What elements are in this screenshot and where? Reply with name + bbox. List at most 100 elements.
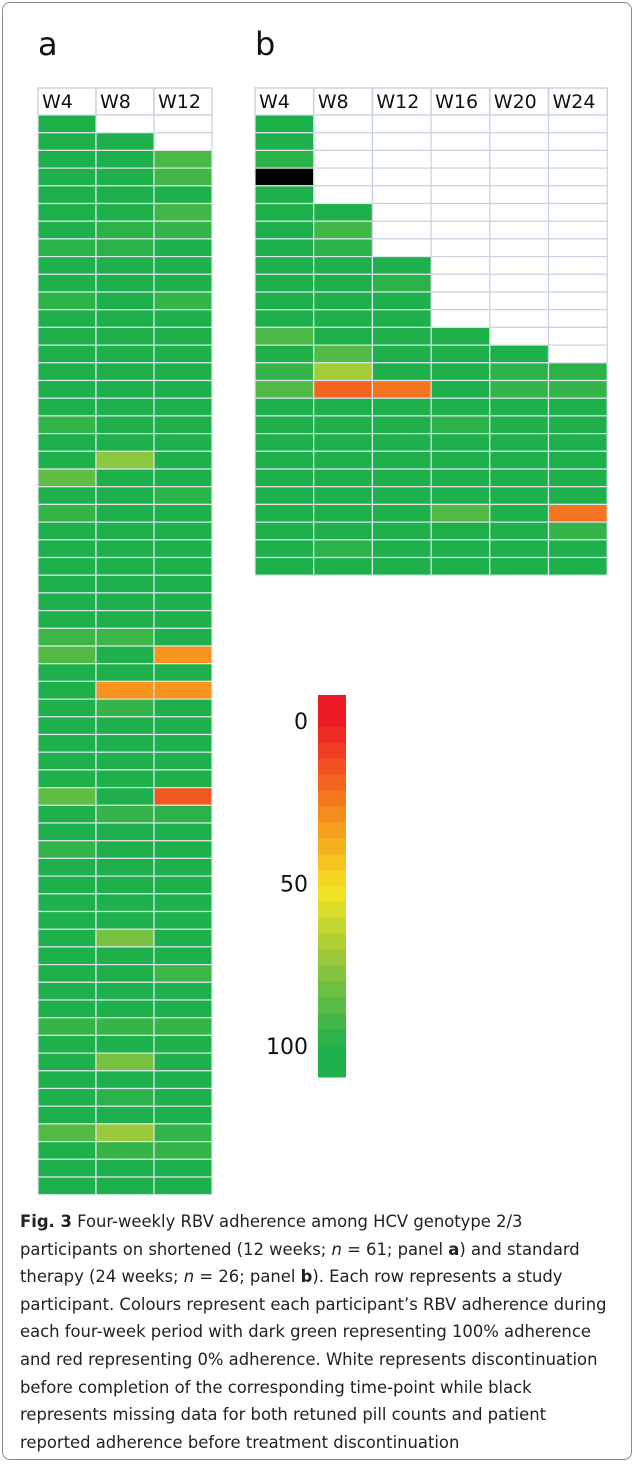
heat-cell — [153, 645, 213, 665]
caption-text: a — [448, 1239, 460, 1259]
empty-cell — [489, 309, 550, 329]
empty-cell — [547, 291, 608, 311]
heat-cell — [153, 167, 213, 187]
heat-cell — [37, 238, 97, 258]
heat-cell — [153, 326, 213, 346]
heat-cell — [95, 733, 155, 753]
heat-cell — [95, 397, 155, 417]
heat-cell — [153, 946, 213, 966]
heat-cell — [371, 415, 432, 435]
empty-cell — [489, 273, 550, 293]
heat-cell — [95, 910, 155, 930]
empty-cell — [430, 291, 491, 311]
heat-cell — [371, 256, 432, 275]
heat-cell — [37, 1158, 97, 1178]
caption-text: = 26; panel — [194, 1267, 301, 1287]
heat-cell — [153, 521, 213, 541]
heat-cell — [547, 521, 608, 541]
heat-cell — [95, 486, 155, 506]
heat-cell — [37, 574, 97, 594]
heat-cell — [371, 433, 432, 452]
heat-cell — [37, 698, 97, 718]
heat-cell — [153, 309, 213, 329]
column-label: W4 — [259, 91, 290, 113]
heat-cell — [95, 946, 155, 966]
heat-cell — [153, 1176, 213, 1196]
heat-cell — [95, 362, 155, 382]
heat-cell — [153, 486, 213, 506]
empty-cell — [430, 132, 491, 151]
heat-cell — [37, 362, 97, 382]
heat-cell — [153, 291, 213, 311]
empty-cell — [489, 132, 550, 151]
heat-cell — [95, 1176, 155, 1196]
heat-cell — [95, 273, 155, 293]
heat-cell — [489, 539, 550, 559]
empty-cell — [547, 185, 608, 205]
header-cell — [153, 87, 213, 116]
colorbar-step — [318, 870, 346, 887]
heat-cell — [313, 397, 374, 417]
empty-cell — [371, 167, 432, 187]
empty-cell — [430, 185, 491, 205]
heat-cell — [153, 751, 213, 771]
heat-cell — [547, 503, 608, 523]
heat-cell — [95, 751, 155, 771]
colorbar-step — [318, 710, 346, 728]
heat-cell — [153, 238, 213, 258]
heat-cell — [37, 609, 97, 629]
heat-cell — [95, 1070, 155, 1090]
heat-cell — [95, 786, 155, 806]
caption-text: n — [331, 1239, 342, 1259]
heat-cell — [95, 1123, 155, 1143]
heat-cell — [37, 928, 97, 948]
caption-text: = 61; panel — [341, 1239, 449, 1259]
heat-cell — [313, 326, 374, 346]
header-cell — [430, 87, 491, 116]
heat-cell — [547, 397, 608, 417]
heat-cell — [254, 273, 315, 293]
caption-text: ). Each row represents a study participa… — [20, 1267, 607, 1452]
empty-cell — [371, 220, 432, 240]
heat-cell — [153, 1140, 213, 1160]
heat-cell — [371, 379, 432, 399]
heat-cell — [37, 1140, 97, 1160]
column-label: W20 — [494, 91, 537, 113]
heat-cell — [430, 379, 491, 399]
heat-cell — [37, 486, 97, 506]
empty-cell — [95, 114, 155, 134]
colorbar-step — [318, 949, 346, 967]
caption-label: Fig. 3 — [20, 1212, 72, 1231]
heat-cell — [153, 539, 213, 559]
empty-cell — [313, 114, 374, 134]
heat-cell — [371, 521, 432, 541]
heat-cell — [95, 185, 155, 205]
heat-cell — [153, 1123, 213, 1143]
empty-cell — [489, 149, 550, 169]
heat-cell — [430, 450, 491, 470]
empty-cell — [430, 256, 491, 275]
heat-cell — [430, 503, 491, 523]
heat-cell — [95, 698, 155, 718]
heat-cell — [37, 291, 97, 311]
colorbar-step — [318, 997, 346, 1014]
empty-cell — [489, 202, 550, 222]
heat-cell — [153, 769, 213, 789]
heat-cell — [37, 309, 97, 329]
heat-cell — [95, 1105, 155, 1125]
heat-cell — [95, 840, 155, 860]
heat-cell — [95, 132, 155, 151]
heat-cell — [37, 202, 97, 222]
empty-cell — [547, 149, 608, 169]
heat-cell — [95, 663, 155, 683]
empty-cell — [547, 220, 608, 240]
heat-cell — [254, 503, 315, 523]
heat-cell — [95, 1017, 155, 1037]
heat-cell — [95, 804, 155, 824]
heat-cell — [153, 1105, 213, 1125]
heat-cell — [37, 857, 97, 877]
empty-cell — [489, 167, 550, 187]
heat-cell — [37, 1017, 97, 1037]
heat-cell — [95, 1052, 155, 1072]
